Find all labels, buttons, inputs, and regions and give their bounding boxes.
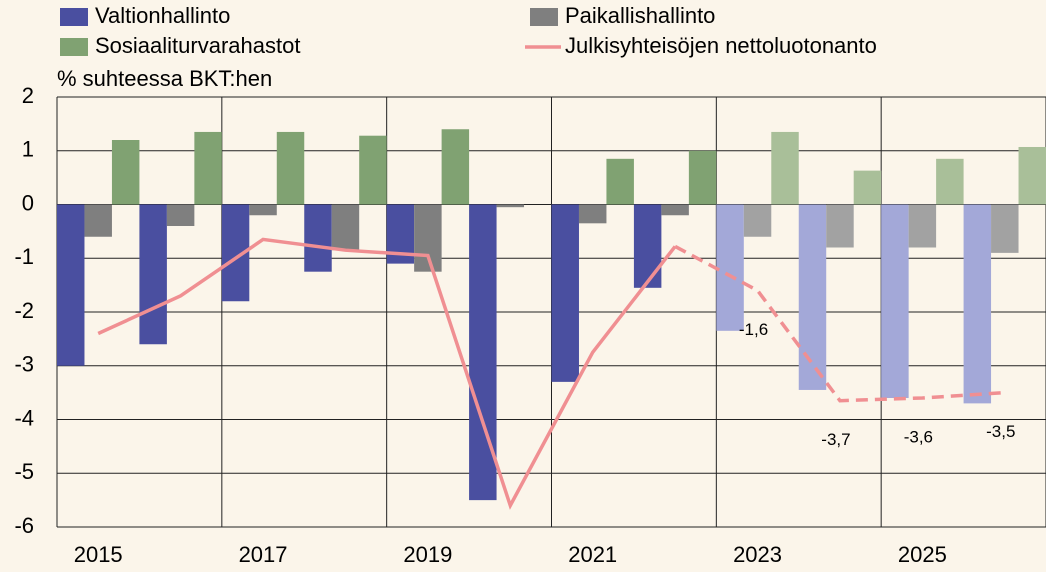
y-tick-label: -1 (14, 244, 34, 269)
legend-swatch (60, 38, 88, 56)
bar (1018, 146, 1046, 205)
bar (688, 150, 717, 205)
legend-swatch (530, 8, 558, 26)
x-tick-label: 2015 (74, 542, 123, 567)
bar (606, 158, 634, 205)
bar (743, 204, 772, 237)
legend-label: Valtionhallinto (95, 3, 230, 28)
data-label: -3,6 (904, 427, 933, 446)
bar (57, 204, 85, 366)
y-axis-label: % suhteessa BKT:hen (57, 66, 272, 91)
bar (853, 170, 882, 205)
bar (881, 204, 909, 398)
bar (826, 204, 854, 248)
y-tick-label: 1 (22, 137, 34, 162)
x-tick-label: 2023 (733, 542, 782, 567)
bar (276, 131, 305, 205)
bar (359, 135, 387, 205)
y-tick-label: 0 (22, 190, 34, 215)
bar (194, 131, 222, 205)
bar (84, 204, 112, 237)
bar (798, 204, 827, 390)
bar (716, 204, 744, 331)
bar (331, 204, 360, 251)
bar (633, 204, 662, 288)
y-tick-label: 2 (22, 83, 34, 108)
bar (991, 204, 1019, 253)
x-tick-label: 2021 (568, 542, 617, 567)
bar (908, 204, 937, 248)
legend-label: Sosiaaliturvarahastot (95, 33, 300, 58)
bar (111, 140, 140, 205)
x-tick-label: 2017 (239, 542, 288, 567)
bar (496, 204, 525, 208)
data-label: -1,6 (739, 320, 768, 339)
line (97, 237, 677, 510)
line-forecast (674, 244, 1005, 403)
y-tick-label: -5 (14, 459, 34, 484)
y-tick-label: -6 (14, 513, 34, 538)
bar (139, 204, 167, 345)
bar (551, 204, 579, 382)
data-label: -3,7 (821, 430, 850, 449)
legend-label: Julkisyhteisöjen nettoluotonanto (565, 33, 877, 58)
bar (578, 204, 607, 224)
x-tick-label: 2025 (898, 542, 947, 567)
y-tick-label: -4 (14, 405, 34, 430)
bar (249, 204, 277, 216)
bar (661, 204, 689, 216)
data-label: -3,5 (986, 422, 1015, 441)
y-tick-label: -2 (14, 298, 34, 323)
x-tick-label: 2019 (403, 542, 452, 567)
bar (166, 204, 195, 226)
bar (963, 204, 992, 404)
bar (441, 129, 470, 205)
bar (304, 204, 332, 272)
bar (414, 204, 442, 272)
bar (936, 158, 964, 205)
bar (771, 131, 799, 205)
legend-label: Paikallishallinto (565, 3, 715, 28)
legend-swatch (60, 8, 88, 26)
y-tick-label: -3 (14, 352, 34, 377)
